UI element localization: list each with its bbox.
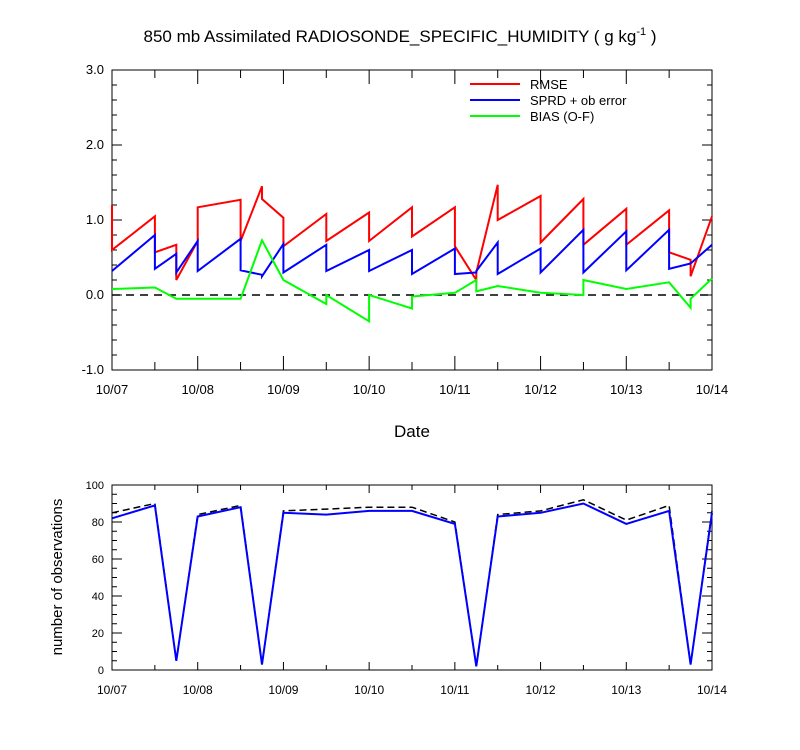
top-chart-x-tick-label: 10/09 bbox=[267, 382, 300, 397]
bottom-chart-y-axis-label: number of observations bbox=[49, 499, 66, 656]
top-chart-x-axis-label: Date bbox=[394, 422, 430, 441]
bottom-chart-plot-frame bbox=[111, 484, 713, 671]
top-chart-x-tick-label: 10/10 bbox=[353, 382, 386, 397]
bottom-chart: 0 20 40 60 80 100 10/07 10/08 10/09 10/10 10/11 10/… bbox=[86, 480, 728, 697]
bottom-chart-x-tick-label: 10/08 bbox=[183, 683, 213, 697]
top-chart: -1.0 0.0 1.0 2.0 3.0 10/07 10/08 10/09 10/10 10/1… bbox=[82, 62, 729, 397]
top-chart-x-tick-label: 10/08 bbox=[181, 382, 214, 397]
chart-title-superscript: -1 bbox=[636, 26, 646, 38]
bottom-chart-x-tick-label: 10/09 bbox=[268, 683, 298, 697]
chart-title-end: ) bbox=[646, 27, 656, 46]
bottom-chart-x-tick-label: 10/13 bbox=[611, 683, 641, 697]
bottom-chart-x-tick-label: 10/10 bbox=[354, 683, 384, 697]
top-chart-x-tick-label: 10/13 bbox=[610, 382, 643, 397]
bottom-chart-y-tick-label: 20 bbox=[92, 628, 104, 640]
top-chart-x-tick-label: 10/11 bbox=[439, 382, 471, 397]
bottom-chart-y-tick-label: 100 bbox=[86, 480, 104, 492]
bottom-chart-x-tick-label: 10/14 bbox=[697, 683, 727, 697]
top-chart-y-tick-label: 0.0 bbox=[86, 287, 104, 302]
bottom-chart-y-tick-label: 80 bbox=[92, 517, 104, 529]
top-chart-legend-label: SPRD + ob error bbox=[530, 93, 627, 108]
bottom-chart-series-line-series-0 bbox=[111, 499, 713, 667]
top-chart-series-line-sprd-ob-error bbox=[111, 227, 713, 280]
top-chart-y-tick-label: 3.0 bbox=[86, 62, 104, 77]
top-chart-x-tick-label: 10/12 bbox=[524, 382, 557, 397]
top-chart-legend-label: RMSE bbox=[530, 77, 568, 92]
bottom-chart-y-tick-label: 60 bbox=[92, 554, 104, 566]
top-chart-x-tick-label: 10/14 bbox=[696, 382, 729, 397]
top-chart-y-tick-label: -1.0 bbox=[82, 362, 104, 377]
bottom-chart-x-tick-label: 10/07 bbox=[97, 683, 127, 697]
bottom-chart-x-tick-label: 10/12 bbox=[526, 683, 556, 697]
bottom-chart-y-tick-label: 40 bbox=[92, 591, 104, 603]
top-chart-legend-label: BIAS (O-F) bbox=[530, 109, 594, 124]
bottom-chart-series-line-series-1 bbox=[111, 502, 713, 667]
top-chart-y-tick-label: 1.0 bbox=[86, 212, 104, 227]
bottom-chart-y-tick-label: 0 bbox=[98, 665, 104, 677]
top-chart-x-tick-label: 10/07 bbox=[96, 382, 129, 397]
chart-title-main: 850 mb Assimilated RADIOSONDE_SPECIFIC_H… bbox=[144, 27, 637, 46]
chart-title: 850 mb Assimilated RADIOSONDE_SPECIFIC_H… bbox=[144, 26, 657, 46]
top-chart-y-tick-label: 2.0 bbox=[86, 137, 104, 152]
bottom-chart-x-tick-label: 10/11 bbox=[440, 683, 469, 697]
top-chart-series-line-bias-o-f bbox=[111, 237, 713, 324]
